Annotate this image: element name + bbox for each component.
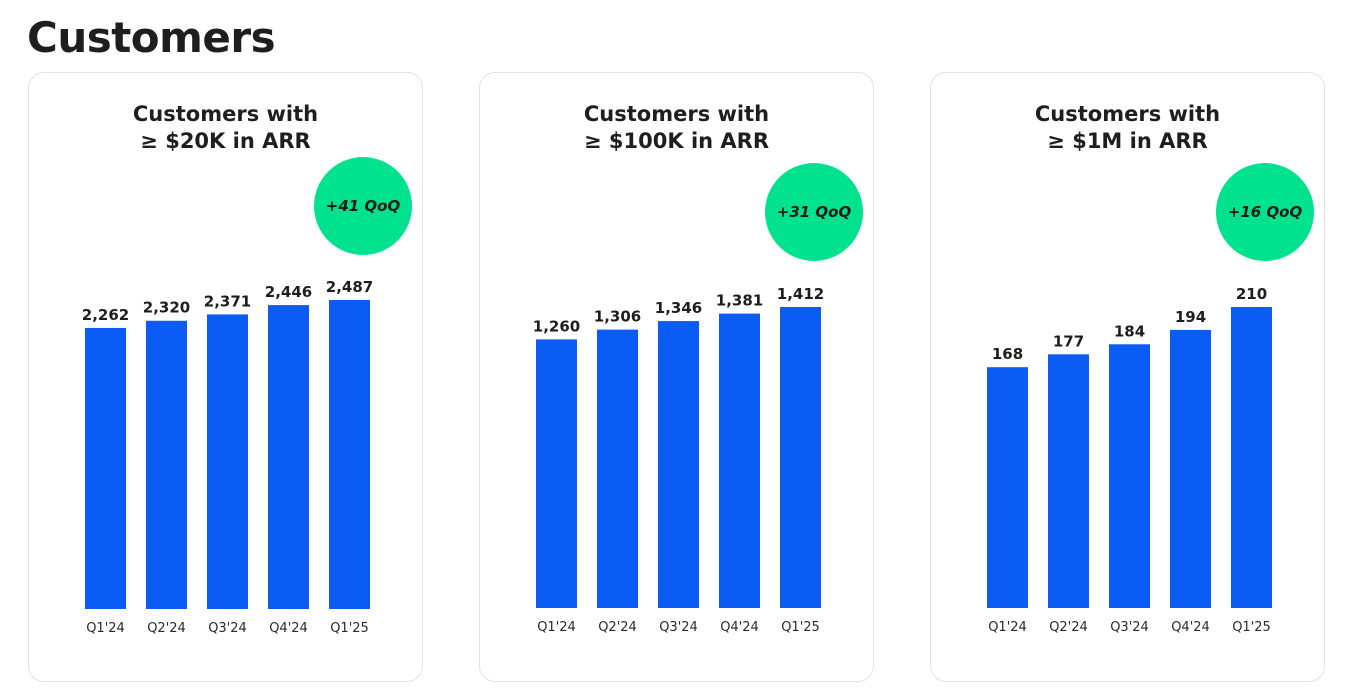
bar-chart: 1,260 Q1'24 1,306 Q2'24 1,346 Q3'24 1,381 Q4'24… (533, 285, 824, 635)
bar-4 (329, 300, 370, 609)
value-label: 2,446 (265, 283, 312, 301)
chart-title: Customers with ≥ $20K in ARR (29, 101, 422, 155)
chart-title-line2: ≥ $1M in ARR (1047, 129, 1208, 153)
x-tick-label: Q2'24 (1049, 620, 1088, 635)
x-tick-label: Q1'25 (1232, 620, 1271, 635)
bar-2 (658, 321, 699, 608)
bar-4 (1231, 307, 1272, 608)
bar-0 (987, 367, 1028, 608)
value-label: 1,260 (533, 317, 580, 335)
bar-3 (1170, 329, 1211, 608)
bar-2 (1109, 344, 1150, 608)
page-title: Customers (27, 13, 276, 62)
bar-0 (536, 339, 577, 608)
bar-3 (719, 313, 760, 608)
x-tick-label: Q4'24 (720, 620, 759, 635)
qoq-badge: +31 QoQ (765, 163, 863, 261)
x-tick-label: Q2'24 (598, 620, 637, 635)
x-tick-label: Q1'25 (330, 621, 369, 636)
x-tick-label: Q1'24 (988, 620, 1027, 635)
chart-title-line1: Customers with (1034, 102, 1221, 126)
bar-chart: 168 Q1'24 177 Q2'24 184 Q3'24 194 Q4'24 210 Q1'25 (987, 285, 1272, 635)
bar-1 (1048, 354, 1089, 608)
qoq-badge: +41 QoQ (314, 157, 412, 255)
chart-card-1m-arr: Customers with ≥ $1M in ARR +16 QoQ 168 Q… (930, 72, 1325, 682)
bar-0 (85, 327, 126, 609)
x-tick-label: Q1'25 (781, 620, 820, 635)
x-tick-label: Q3'24 (1110, 620, 1149, 635)
bar-1 (597, 329, 638, 608)
x-tick-label: Q4'24 (1171, 620, 1210, 635)
value-label: 2,487 (326, 278, 373, 296)
x-tick-label: Q1'24 (537, 620, 576, 635)
x-tick-label: Q3'24 (208, 621, 247, 636)
x-tick-label: Q3'24 (659, 620, 698, 635)
chart-title-line2: ≥ $100K in ARR (584, 129, 769, 153)
bar-1 (146, 320, 187, 609)
value-label: 184 (1114, 322, 1145, 340)
value-label: 1,346 (655, 299, 702, 317)
x-tick-label: Q2'24 (147, 621, 186, 636)
value-label: 1,381 (716, 292, 763, 310)
x-tick-label: Q1'24 (86, 621, 125, 636)
value-label: 194 (1175, 308, 1206, 326)
x-tick-label: Q4'24 (269, 621, 308, 636)
value-label: 177 (1053, 332, 1084, 350)
qoq-badge: +16 QoQ (1216, 163, 1314, 261)
chart-card-20k-arr: Customers with ≥ $20K in ARR +41 QoQ 2,2… (28, 72, 423, 682)
value-label: 1,306 (594, 308, 641, 326)
bar-chart: 2,262 Q1'24 2,320 Q2'24 2,371 Q3'24 2,446 Q4'24… (82, 278, 373, 636)
value-label: 1,412 (777, 285, 824, 303)
bar-4 (780, 307, 821, 608)
chart-title: Customers with ≥ $100K in ARR (480, 101, 873, 155)
chart-title-line2: ≥ $20K in ARR (140, 129, 311, 153)
value-label: 210 (1236, 285, 1267, 303)
bar-3 (268, 305, 309, 609)
value-label: 2,262 (82, 306, 129, 324)
value-label: 2,320 (143, 299, 190, 317)
value-label: 2,371 (204, 292, 251, 310)
bar-2 (207, 314, 248, 609)
value-label: 168 (992, 345, 1023, 363)
chart-title-line1: Customers with (583, 102, 770, 126)
chart-title-line1: Customers with (132, 102, 319, 126)
chart-card-100k-arr: Customers with ≥ $100K in ARR +31 QoQ 1,… (479, 72, 874, 682)
chart-title: Customers with ≥ $1M in ARR (931, 101, 1324, 155)
